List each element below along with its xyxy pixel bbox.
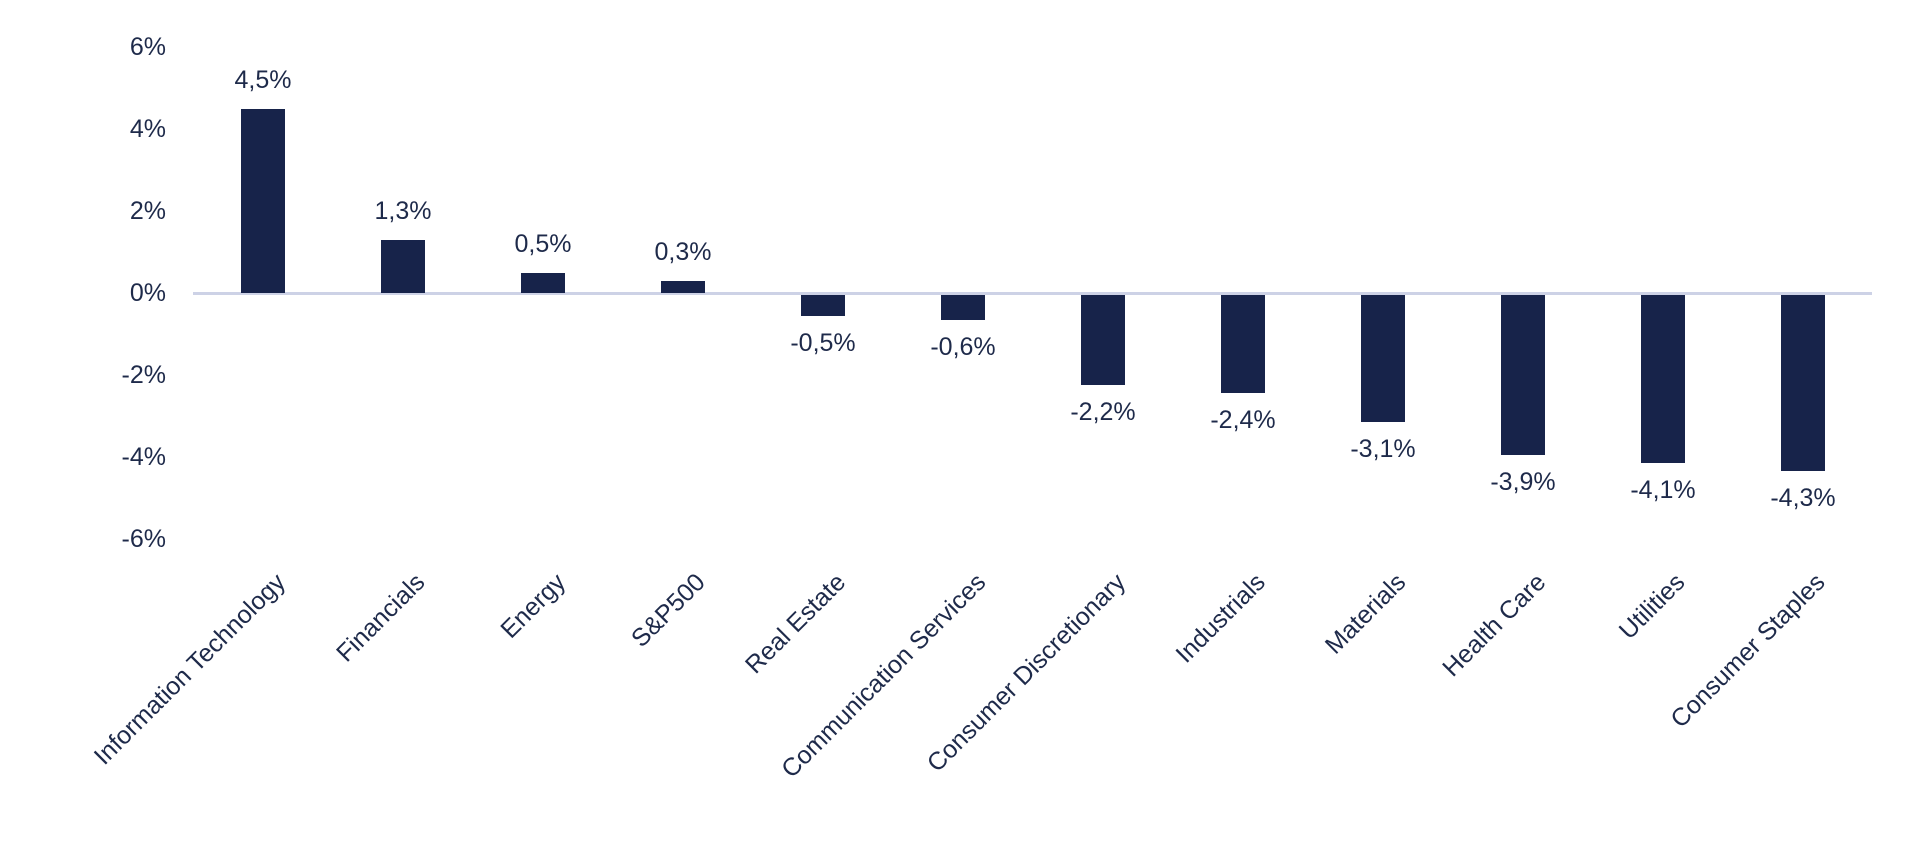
data-label: -0,6%: [930, 332, 996, 361]
data-label: -0,5%: [790, 328, 856, 357]
data-label: 0,3%: [654, 237, 712, 266]
bar: [381, 239, 425, 293]
x-category-label: S&P500: [626, 568, 711, 653]
data-label: -3,1%: [1350, 435, 1416, 464]
y-tick-label: 2%: [129, 197, 166, 225]
bar: [1641, 295, 1685, 464]
x-category-label: Information Technology: [88, 568, 291, 771]
x-category-label: Industrials: [1170, 568, 1271, 669]
bar: [1781, 295, 1825, 472]
data-label: 1,3%: [374, 196, 432, 225]
x-category-label: Real Estate: [739, 568, 851, 680]
x-category-label: Health Care: [1436, 568, 1551, 683]
y-tick-label: 0%: [129, 279, 166, 307]
zero-baseline: [193, 292, 1872, 295]
bar: [521, 272, 565, 293]
y-tick-label: -6%: [121, 525, 166, 553]
data-label: 0,5%: [514, 229, 572, 258]
bar: [1501, 295, 1545, 455]
data-label: -3,9%: [1490, 467, 1556, 496]
y-tick-label: -2%: [121, 361, 166, 389]
bar: [661, 280, 705, 293]
x-category-label: Energy: [495, 568, 571, 644]
bar: [1221, 295, 1265, 394]
x-category-label: Materials: [1319, 568, 1411, 660]
data-label: 4,5%: [234, 65, 292, 94]
data-label: -2,4%: [1210, 406, 1276, 435]
x-category-label: Consumer Staples: [1665, 568, 1831, 734]
y-tick-label: 6%: [129, 33, 166, 61]
y-tick-label: 4%: [129, 115, 166, 143]
x-category-label: Utilities: [1614, 568, 1691, 645]
y-tick-label: -4%: [121, 443, 166, 471]
bar: [1361, 295, 1405, 423]
bar: [1081, 295, 1125, 386]
bar: [941, 295, 985, 320]
bar: [801, 295, 845, 316]
data-label: -4,3%: [1770, 484, 1836, 513]
data-label: -2,2%: [1070, 398, 1136, 427]
x-category-label: Financials: [331, 568, 431, 668]
bar: [241, 108, 285, 293]
data-label: -4,1%: [1630, 476, 1696, 505]
